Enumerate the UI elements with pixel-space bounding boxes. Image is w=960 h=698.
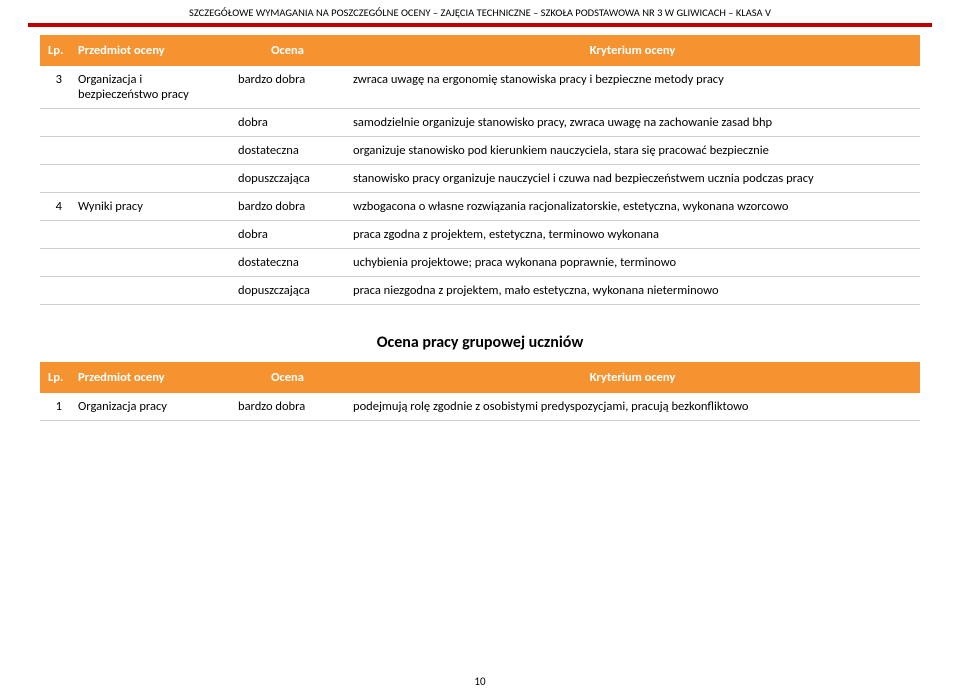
cell-przedmiot: [70, 109, 230, 137]
cell-ocena: bardzo dobra: [230, 193, 345, 221]
cell-przedmiot: [70, 221, 230, 249]
cell-przedmiot: Organizacja i bezpieczeństwo pracy: [70, 65, 230, 109]
criteria-table-1: Lp. Przedmiot oceny Ocena Kryterium ocen…: [40, 35, 920, 305]
cell-kryterium: wzbogacona o własne rozwiązania racjonal…: [345, 193, 920, 221]
cell-lp: [40, 109, 70, 137]
table-row: 1 Organizacja pracy bardzo dobra podejmu…: [40, 392, 920, 421]
cell-lp: 1: [40, 392, 70, 421]
col-przedmiot: Przedmiot oceny: [70, 363, 230, 392]
cell-kryterium: uchybienia projektowe; praca wykonana po…: [345, 249, 920, 277]
col-przedmiot: Przedmiot oceny: [70, 36, 230, 65]
table-header-row: Lp. Przedmiot oceny Ocena Kryterium ocen…: [40, 36, 920, 65]
table-row: 3 Organizacja i bezpieczeństwo pracy bar…: [40, 65, 920, 109]
col-kryterium: Kryterium oceny: [345, 36, 920, 65]
table-header-row: Lp. Przedmiot oceny Ocena Kryterium ocen…: [40, 363, 920, 392]
cell-ocena: dopuszczająca: [230, 277, 345, 305]
table-row: dostateczna uchybienia projektowe; praca…: [40, 249, 920, 277]
table-row: dostateczna organizuje stanowisko pod ki…: [40, 137, 920, 165]
table-row: dobra samodzielnie organizuje stanowisko…: [40, 109, 920, 137]
criteria-table-2: Lp. Przedmiot oceny Ocena Kryterium ocen…: [40, 362, 920, 421]
cell-przedmiot: [70, 137, 230, 165]
cell-ocena: dostateczna: [230, 137, 345, 165]
cell-ocena: bardzo dobra: [230, 65, 345, 109]
cell-przedmiot: Organizacja pracy: [70, 392, 230, 421]
page-number: 10: [0, 675, 960, 688]
header-divider: [28, 23, 932, 27]
cell-lp: [40, 137, 70, 165]
col-lp: Lp.: [40, 36, 70, 65]
cell-przedmiot: Wyniki pracy: [70, 193, 230, 221]
col-ocena: Ocena: [230, 36, 345, 65]
table-row: dobra praca zgodna z projektem, estetycz…: [40, 221, 920, 249]
col-kryterium: Kryterium oceny: [345, 363, 920, 392]
cell-kryterium: zwraca uwagę na ergonomię stanowiska pra…: [345, 65, 920, 109]
table-row: dopuszczająca stanowisko pracy organizuj…: [40, 165, 920, 193]
cell-kryterium: samodzielnie organizuje stanowisko pracy…: [345, 109, 920, 137]
cell-lp: 3: [40, 65, 70, 109]
cell-kryterium: praca zgodna z projektem, estetyczna, te…: [345, 221, 920, 249]
page-header: SZCZEGÓŁOWE WYMAGANIA NA POSZCZEGÓLNE OC…: [0, 0, 960, 23]
cell-lp: [40, 277, 70, 305]
cell-ocena: dopuszczająca: [230, 165, 345, 193]
cell-ocena: dobra: [230, 109, 345, 137]
cell-lp: [40, 249, 70, 277]
cell-przedmiot: [70, 165, 230, 193]
cell-lp: [40, 221, 70, 249]
cell-ocena: dostateczna: [230, 249, 345, 277]
cell-przedmiot: [70, 249, 230, 277]
cell-ocena: dobra: [230, 221, 345, 249]
cell-kryterium: stanowisko pracy organizuje nauczyciel i…: [345, 165, 920, 193]
cell-lp: [40, 165, 70, 193]
col-lp: Lp.: [40, 363, 70, 392]
col-ocena: Ocena: [230, 363, 345, 392]
section-title: Ocena pracy grupowej uczniów: [40, 333, 920, 352]
cell-kryterium: podejmują rolę zgodnie z osobistymi pred…: [345, 392, 920, 421]
cell-kryterium: praca niezgodna z projektem, mało estety…: [345, 277, 920, 305]
cell-ocena: bardzo dobra: [230, 392, 345, 421]
table-row: dopuszczająca praca niezgodna z projekte…: [40, 277, 920, 305]
cell-lp: 4: [40, 193, 70, 221]
table-row: 4 Wyniki pracy bardzo dobra wzbogacona o…: [40, 193, 920, 221]
cell-kryterium: organizuje stanowisko pod kierunkiem nau…: [345, 137, 920, 165]
cell-przedmiot: [70, 277, 230, 305]
